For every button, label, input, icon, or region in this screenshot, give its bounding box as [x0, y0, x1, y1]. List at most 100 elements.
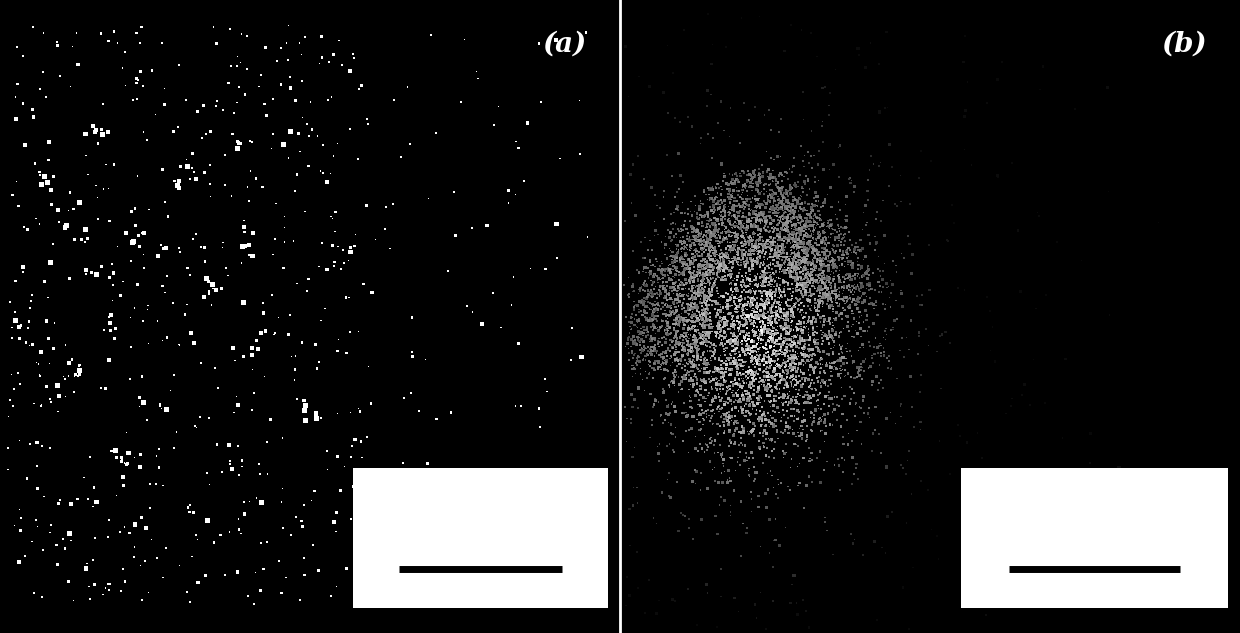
Point	[684, 321, 704, 331]
Point	[713, 205, 733, 215]
Point	[770, 273, 790, 284]
Point	[758, 313, 777, 323]
Point	[713, 384, 733, 394]
Point	[743, 343, 763, 353]
Point	[656, 334, 676, 344]
Point	[677, 332, 697, 342]
Point	[626, 339, 646, 349]
Point	[744, 286, 764, 296]
Point	[722, 257, 742, 267]
Point	[763, 333, 782, 343]
Point	[761, 232, 781, 242]
Point	[1097, 82, 1117, 92]
Point	[696, 245, 715, 255]
Point	[701, 194, 720, 204]
Point	[816, 235, 836, 246]
Point	[113, 277, 133, 287]
Point	[697, 341, 717, 351]
Point	[682, 210, 702, 220]
Point	[717, 263, 737, 273]
Point	[746, 222, 766, 232]
Point	[791, 227, 811, 237]
Point	[730, 206, 750, 216]
Point	[766, 249, 786, 259]
Point	[754, 441, 774, 451]
Point	[155, 197, 175, 207]
Point	[780, 216, 800, 226]
Point	[738, 367, 758, 377]
Point	[715, 413, 735, 423]
Point	[730, 321, 750, 331]
Point	[677, 248, 697, 258]
Point	[683, 359, 703, 369]
Point	[765, 173, 785, 183]
Point	[719, 410, 739, 420]
Point	[806, 362, 826, 372]
Point	[800, 370, 820, 380]
Point	[98, 579, 118, 589]
Point	[763, 308, 782, 318]
Point	[645, 394, 665, 404]
Point	[781, 372, 801, 382]
Point	[701, 247, 720, 257]
Point	[342, 482, 362, 492]
Point	[650, 286, 670, 296]
Point	[843, 468, 863, 479]
Point	[1080, 429, 1100, 439]
Point	[789, 279, 808, 289]
Point	[794, 291, 813, 301]
Point	[782, 356, 802, 366]
Point	[758, 387, 777, 397]
Point	[733, 343, 753, 353]
Point	[728, 453, 748, 463]
Point	[682, 347, 702, 357]
Point	[742, 351, 761, 361]
Point	[618, 339, 637, 349]
Point	[806, 244, 826, 254]
Point	[784, 355, 804, 365]
Point	[719, 253, 739, 263]
Point	[680, 391, 699, 401]
Point	[835, 281, 854, 291]
Point	[278, 153, 298, 163]
Point	[714, 194, 734, 204]
Point	[770, 377, 790, 387]
Point	[791, 25, 811, 35]
Point	[792, 223, 812, 234]
Point	[670, 332, 689, 342]
Point	[732, 496, 751, 506]
Point	[190, 412, 210, 422]
Point	[702, 287, 722, 297]
Point	[268, 56, 288, 66]
Point	[712, 317, 732, 327]
Point	[714, 291, 734, 301]
Point	[688, 274, 708, 284]
Point	[920, 285, 940, 295]
Point	[753, 299, 773, 309]
Point	[758, 385, 777, 396]
Point	[153, 572, 172, 582]
Point	[718, 251, 738, 261]
Point	[784, 382, 804, 392]
Point	[812, 415, 832, 425]
Point	[537, 387, 557, 397]
Point	[730, 206, 750, 216]
Point	[823, 289, 843, 299]
Point	[761, 245, 781, 255]
Point	[62, 354, 82, 365]
Point	[718, 475, 738, 486]
Point	[720, 177, 740, 187]
Point	[691, 337, 711, 348]
Point	[672, 246, 692, 256]
Point	[661, 361, 681, 371]
Point	[903, 562, 923, 572]
Point	[755, 281, 775, 291]
Point	[708, 272, 728, 282]
Point	[810, 253, 830, 263]
Point	[650, 350, 670, 360]
Point	[720, 191, 740, 201]
Point	[759, 307, 779, 317]
Point	[780, 339, 800, 349]
Point	[699, 368, 719, 379]
Point	[69, 197, 89, 208]
